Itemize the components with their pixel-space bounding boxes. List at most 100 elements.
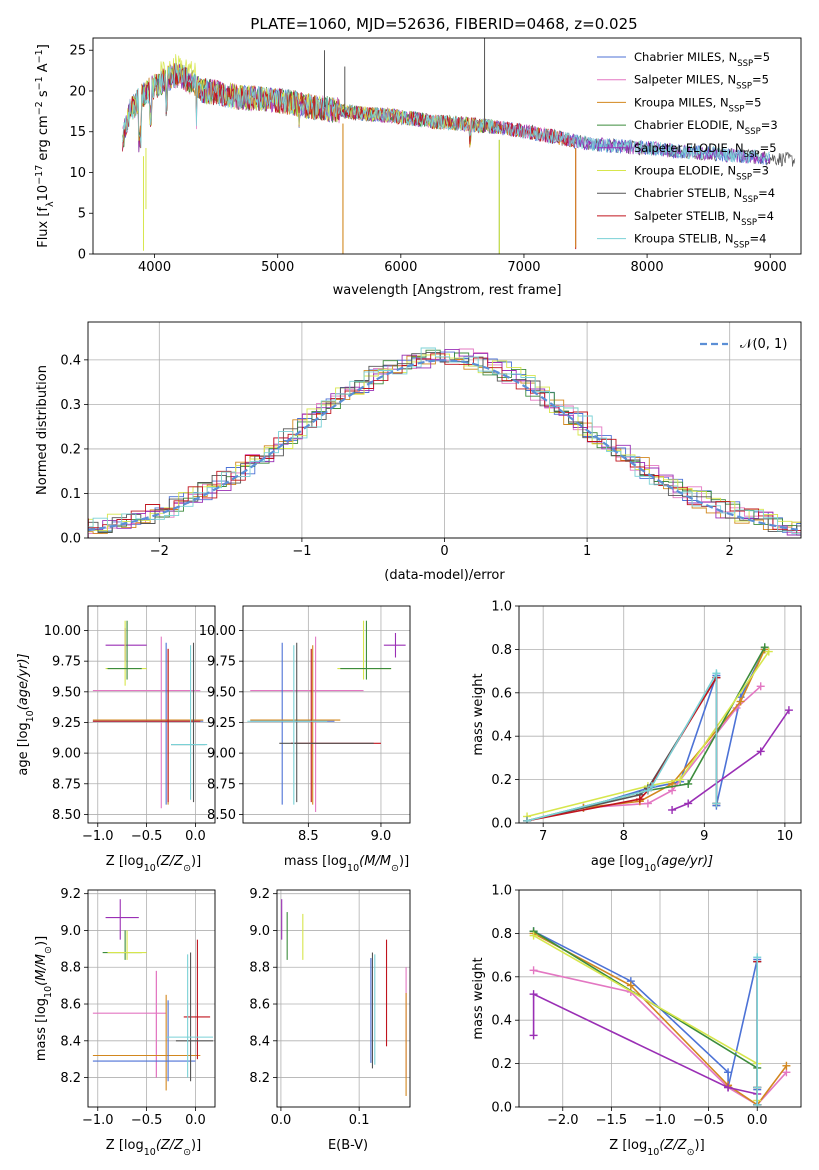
x-axis-label: Z [log10(Z/Z⊙)]	[609, 1138, 704, 1158]
y-tick-label: 9.50	[207, 685, 236, 700]
y-tick-label: 0.3	[60, 398, 81, 413]
weight-lines	[523, 643, 793, 823]
axes-frame	[242, 605, 411, 824]
weight-series	[526, 685, 762, 822]
y-tick-label: 25	[69, 44, 86, 59]
x-tick-label: 0	[440, 544, 448, 559]
weight-series	[526, 674, 718, 822]
figure-title: PLATE=1060, MJD=52636, FIBERID=0468, z=0…	[250, 15, 637, 33]
axes-frame	[87, 605, 216, 824]
legend-entry: Kroupa MILES, NSSP=5	[634, 95, 761, 114]
histogram-series	[88, 353, 801, 531]
x-tick-label: 5000	[261, 260, 294, 275]
y-tick-label: 0.2	[491, 773, 512, 788]
x-tick-label: 0.0	[747, 1113, 768, 1128]
y-axis-label: Flux [fλ10−17 erg cm−2 s−1 A−1]	[34, 44, 56, 248]
x-tick-label: −0.5	[131, 829, 163, 844]
y-tick-label: 8.2	[249, 1071, 270, 1086]
y-tick-label: 1.0	[491, 884, 512, 899]
y-axis-label: mass weight	[471, 673, 486, 755]
age-vs-metallicity-panel: −1.0 −0.5 0.0 8.50 8.75 9.00 9.25 9.50 9.75 10.00…	[16, 605, 216, 874]
histogram-series	[88, 349, 801, 536]
y-tick-label: 0.8	[491, 643, 512, 658]
x-tick-label: 7000	[507, 260, 540, 275]
weight-series	[526, 649, 766, 822]
legend-entry: Chabrier ELODIE, NSSP=3	[634, 118, 778, 137]
x-tick-label: 2	[726, 544, 734, 559]
x-tick-label: 9.0	[371, 829, 392, 844]
y-tick-label: 0	[78, 248, 86, 263]
weight-series	[533, 930, 759, 1105]
axes-frame	[92, 37, 802, 255]
residual-histogram-panel: −2 −1 0 1 2 0.0 0.1 0.2 0.3 0.4 (data-model)/error…	[35, 321, 802, 583]
x-axis-label: E(B-V)	[328, 1138, 368, 1153]
age-vs-mass-panel: 8.5 9.0 8.50 8.75 9.00 9.25 9.50 9.75 10.00 mass …	[199, 605, 411, 874]
y-tick-label: 8.50	[52, 808, 81, 823]
weight-series	[526, 649, 766, 822]
y-axis-label: mass [log10(M/M⊙)]	[34, 936, 54, 1061]
y-tick-label: 0.0	[491, 817, 512, 832]
y-tick-label: 9.50	[52, 685, 81, 700]
weight-vs-age-panel: 7 8 9 10 0.0 0.2 0.4 0.6 0.8 1.0 age [log10(age/yr…	[471, 600, 802, 874]
x-tick-label: −1.0	[82, 829, 114, 844]
y-tick-label: 9.00	[207, 747, 236, 762]
weight-series	[671, 709, 790, 811]
y-tick-label: 8.4	[249, 1034, 270, 1049]
x-tick-label: 7	[539, 829, 547, 844]
x-tick-label: 4000	[138, 260, 171, 275]
axes-frame	[87, 321, 802, 539]
y-axis-label: age [log10(age/yr)]	[16, 653, 36, 775]
x-tick-label: −1	[292, 544, 311, 559]
x-axis-label: age [log10(age/yr)]	[591, 854, 713, 874]
legend-entry: 𝒩(0, 1)	[740, 337, 787, 352]
y-tick-label: 9.25	[52, 716, 81, 731]
weight-lines	[529, 927, 791, 1107]
weight-series	[533, 934, 759, 1101]
x-tick-label: 10	[777, 829, 794, 844]
y-tick-label: 0.1	[60, 487, 81, 502]
y-tick-label: 8.50	[207, 808, 236, 823]
spectrum-lines	[122, 38, 796, 254]
y-tick-label: 0.6	[491, 970, 512, 985]
legend-entry: Salpeter MILES, NSSP=5	[634, 73, 769, 92]
x-tick-label: 0.0	[185, 829, 206, 844]
x-axis-label: Z [log10(Z/Z⊙)]	[106, 1138, 201, 1158]
x-tick-label: 6000	[384, 260, 417, 275]
histogram-series	[88, 348, 801, 536]
y-axis-label: mass weight	[471, 957, 486, 1039]
spectrum-line	[122, 63, 770, 164]
y-tick-label: 10	[69, 166, 86, 181]
y-tick-label: 9.0	[60, 924, 81, 939]
x-tick-label: −1.0	[644, 1113, 676, 1128]
y-tick-label: 8.6	[60, 998, 81, 1013]
x-axis-label: wavelength [Angstrom, rest frame]	[333, 283, 562, 298]
error-bars	[281, 899, 407, 1096]
legend-entry: Salpeter STELIB, NSSP=4	[634, 209, 774, 228]
x-tick-label: 9	[700, 829, 708, 844]
legend-entry: Kroupa ELODIE, NSSP=3	[634, 164, 769, 183]
y-axis-label: Normed distribution	[35, 365, 50, 495]
axes-frame	[518, 889, 802, 1108]
y-tick-label: 5	[78, 207, 86, 222]
x-tick-label: 8000	[631, 260, 664, 275]
axes-frame	[276, 889, 411, 1108]
histogram-series	[88, 351, 801, 533]
x-tick-label: 8	[620, 829, 628, 844]
mass-vs-extinction-panel: 0.0 0.1 8.2 8.4 8.6 8.8 9.0 9.2 E(B-V)	[249, 887, 411, 1153]
y-tick-label: 10.00	[199, 624, 236, 639]
y-tick-label: 10.00	[44, 624, 81, 639]
axes-frame	[518, 605, 802, 824]
y-tick-label: 0.6	[491, 686, 512, 701]
weight-vs-metallicity-panel: −2.0 −1.5 −1.0 −0.5 0.0 0.0 0.2 0.4 0.6 0.8 1.0 Z […	[471, 884, 802, 1158]
legend-entry: Chabrier STELIB, NSSP=4	[634, 186, 775, 205]
legend-entry: Chabrier MILES, NSSP=5	[634, 50, 770, 69]
y-tick-label: 0.8	[491, 927, 512, 942]
x-axis-label: mass [log10(M/M⊙)]	[284, 854, 409, 874]
y-tick-label: 9.2	[60, 887, 81, 902]
legend-entry: Salpeter ELODIE, NSSP=5	[634, 141, 777, 160]
y-tick-label: 0.2	[491, 1057, 512, 1072]
y-tick-label: 8.75	[52, 777, 81, 792]
histograms	[88, 347, 801, 538]
y-tick-label: 0.0	[60, 532, 81, 547]
